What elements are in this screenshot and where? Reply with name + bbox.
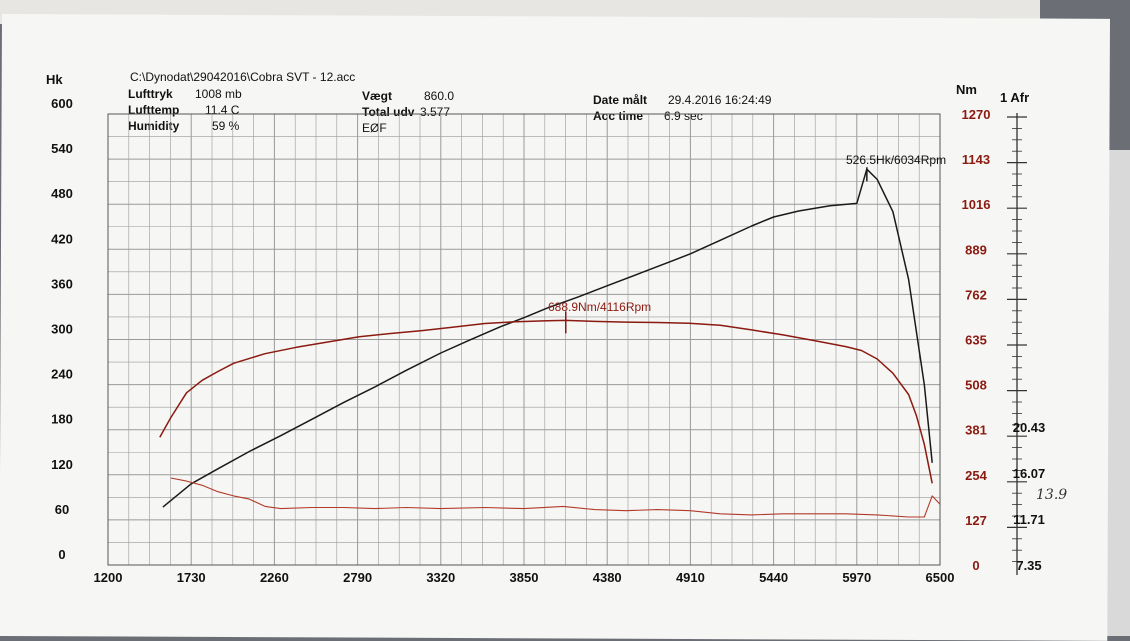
right-tick-label: 254 bbox=[965, 468, 987, 483]
lufttemp-value: 11.4 C bbox=[205, 103, 240, 117]
x-tick-label: 5970 bbox=[842, 570, 871, 585]
right-axis-ticks: 0 127 254 381 508 635 762 889 1016 1143 1270 bbox=[962, 107, 991, 573]
x-tick-label: 4380 bbox=[593, 570, 622, 585]
power-curve bbox=[162, 168, 933, 508]
x-tick-label: 6500 bbox=[926, 570, 955, 585]
afr-tick-label: 7.35 bbox=[1016, 558, 1041, 573]
left-tick-label: 420 bbox=[51, 231, 73, 246]
vaegt-label: Vægt bbox=[362, 89, 392, 103]
afr-tick-label: 16.07 bbox=[1013, 466, 1046, 481]
x-tick-label: 3320 bbox=[426, 570, 455, 585]
left-tick-label: 60 bbox=[55, 502, 69, 517]
x-axis-ticks: 1200 1730 2260 2790 3320 3850 4380 4910 5440 5970… bbox=[94, 570, 955, 585]
left-tick-label: 180 bbox=[51, 412, 73, 427]
humidity-value: 59 % bbox=[212, 119, 240, 133]
x-tick-label: 5440 bbox=[759, 570, 788, 585]
right-tick-label: 1270 bbox=[962, 107, 991, 122]
afr-axis: 7.35 11.71 16.07 20.43 bbox=[1007, 113, 1045, 575]
lufttryk-label: Lufttryk bbox=[128, 87, 173, 101]
right-axis-unit: Nm bbox=[956, 82, 977, 97]
file-path: C:\Dynodat\29042016\Cobra SVT - 12.acc bbox=[130, 70, 355, 84]
eof-label: EØF bbox=[362, 121, 387, 135]
humidity-label: Humidity bbox=[128, 119, 180, 133]
right-tick-label: 889 bbox=[965, 242, 987, 257]
right-tick-label: 762 bbox=[965, 287, 987, 302]
right-tick-label: 1016 bbox=[962, 197, 991, 212]
x-tick-label: 2260 bbox=[260, 570, 289, 585]
acc-value: 6.9 sec bbox=[664, 109, 703, 123]
left-tick-label: 120 bbox=[51, 457, 73, 472]
header-block: C:\Dynodat\29042016\Cobra SVT - 12.acc L… bbox=[128, 70, 772, 135]
left-tick-label: 0 bbox=[58, 547, 65, 562]
lufttryk-value: 1008 mb bbox=[195, 87, 242, 101]
right-tick-label: 635 bbox=[965, 333, 987, 348]
date-label: Date målt bbox=[593, 93, 647, 107]
x-tick-label: 3850 bbox=[510, 570, 539, 585]
right-tick-label: 508 bbox=[965, 378, 987, 393]
x-tick-label: 2790 bbox=[343, 570, 372, 585]
left-tick-label: 480 bbox=[51, 186, 73, 201]
date-value: 29.4.2016 16:24:49 bbox=[668, 93, 772, 107]
total-label: Total udv bbox=[362, 105, 415, 119]
x-tick-label: 1730 bbox=[177, 570, 206, 585]
afr-tick-label: 11.71 bbox=[1013, 512, 1045, 527]
plot-frame bbox=[107, 113, 941, 566]
x-tick-label: 4910 bbox=[676, 570, 705, 585]
right-tick-label: 0 bbox=[972, 558, 979, 573]
left-axis-unit: Hk bbox=[46, 72, 63, 87]
left-tick-label: 360 bbox=[51, 276, 73, 291]
series-group bbox=[159, 167, 941, 518]
afr-tick-label: 20.43 bbox=[1013, 420, 1046, 435]
grid bbox=[107, 113, 941, 566]
right-tick-label: 1143 bbox=[962, 152, 990, 167]
right-tick-label: 127 bbox=[965, 513, 987, 528]
torque-peak-annotation: 688.9Nm/4116Rpm bbox=[548, 300, 651, 314]
power-peak-annotation: 526.5Hk/6034Rpm bbox=[846, 153, 946, 167]
lufttemp-label: Lufttemp bbox=[128, 103, 179, 117]
vaegt-value: 860.0 bbox=[424, 89, 454, 103]
left-tick-label: 540 bbox=[51, 141, 73, 156]
left-tick-label: 600 bbox=[51, 96, 73, 111]
right-tick-label: 381 bbox=[965, 423, 987, 438]
torque-curve bbox=[159, 319, 933, 484]
total-value: 3.577 bbox=[420, 105, 450, 119]
afr-curve bbox=[170, 477, 941, 518]
x-tick-label: 1200 bbox=[94, 570, 123, 585]
left-tick-label: 240 bbox=[51, 367, 73, 382]
left-axis-ticks: 0 60 120 180 240 300 360 420 480 540 600 bbox=[51, 96, 73, 562]
handwritten-note: 13.9 bbox=[1036, 487, 1067, 503]
acc-label: Acc time bbox=[593, 109, 643, 123]
left-tick-label: 300 bbox=[51, 322, 73, 337]
afr-axis-unit: 1 Afr bbox=[1000, 90, 1029, 105]
